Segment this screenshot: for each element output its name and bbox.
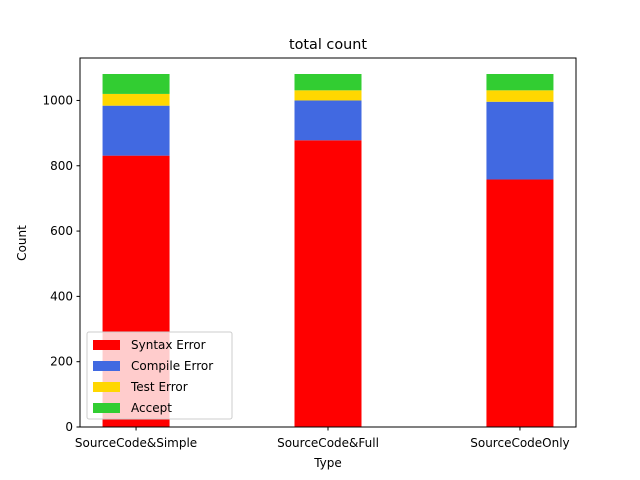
y-axis-label: Count — [15, 225, 29, 261]
y-tick-label: 800 — [50, 159, 73, 173]
bar-segment — [486, 74, 554, 91]
bar-segment — [294, 100, 362, 141]
bar-segment — [102, 74, 170, 94]
legend: Syntax Error Compile Error Test Error Accep… — [86, 331, 233, 420]
legend-swatch — [93, 340, 120, 350]
y-tick-label: 600 — [50, 224, 73, 238]
y-tick-label: 200 — [50, 355, 73, 369]
bar-segment — [294, 74, 362, 91]
legend-label: Accept — [131, 401, 172, 415]
x-tick-label: SourceCode&Full — [277, 436, 379, 450]
legend-swatch — [93, 361, 120, 371]
x-tick-label: SourceCodeOnly — [470, 436, 569, 450]
bar-segment — [486, 179, 554, 427]
legend-label: Compile Error — [131, 359, 213, 373]
bar-segment — [486, 101, 554, 180]
y-tick-label: 1000 — [42, 93, 73, 107]
bar-segment — [294, 90, 362, 101]
y-tick-label: 400 — [50, 289, 73, 303]
ticks-layer: 0 200 400 600 800 1000 SourceCode&Simple Source… — [42, 93, 569, 450]
bar-segment — [102, 105, 170, 156]
legend-label: Syntax Error — [131, 338, 206, 352]
legend-label: Test Error — [130, 380, 188, 394]
chart-title: total count — [289, 37, 367, 53]
bars-layer — [102, 74, 554, 428]
bar-segment — [486, 90, 554, 102]
bar-segment — [102, 93, 170, 106]
y-tick-label: 0 — [65, 420, 73, 434]
legend-box — [86, 331, 233, 420]
x-tick-label: SourceCode&Simple — [75, 436, 197, 450]
legend-swatch — [93, 382, 120, 392]
bar-segment — [294, 140, 362, 428]
legend-swatch — [93, 403, 120, 413]
x-axis-label: Type — [313, 456, 342, 470]
